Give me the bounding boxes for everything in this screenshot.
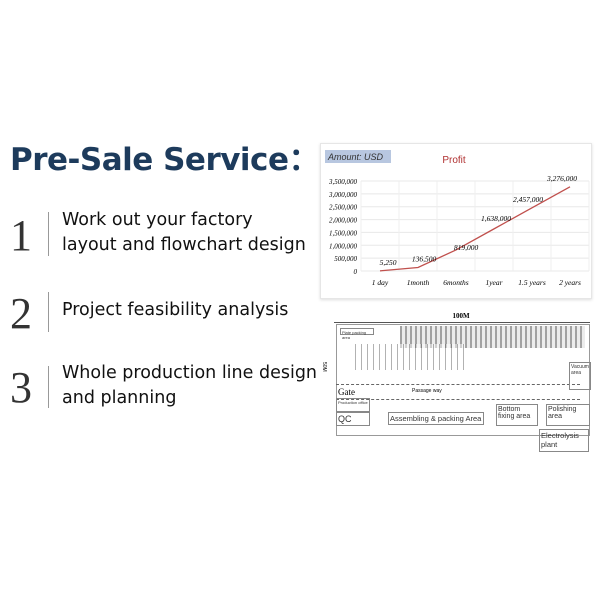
y-tick-label: 2,000,000 [329, 217, 358, 225]
factory-layout: 100M 50M Plate packing area Gate Passage… [321, 312, 592, 457]
divider [48, 212, 49, 256]
data-label: 5,250 [380, 258, 397, 267]
item-text: Whole production line design and planning [62, 361, 317, 411]
data-label: 819,000 [454, 243, 479, 252]
chart-svg: Amount: USD Profit 0 500,000 1,000,000 1,500,… [325, 150, 590, 287]
chart-title: Profit [442, 155, 466, 166]
divider [48, 366, 49, 408]
dimension-line [334, 322, 590, 323]
amount-badge: Amount: USD [327, 152, 384, 162]
data-label: 3,276,000 [546, 174, 577, 183]
y-tick-label: 1,000,000 [329, 242, 358, 250]
profit-line [379, 186, 571, 272]
item-number: 1 [10, 211, 32, 260]
item-number: 2 [10, 289, 32, 338]
gate-label: Gate [338, 387, 355, 397]
item-line: Whole production line design [62, 363, 318, 383]
polishing-area: Polishing area [546, 404, 590, 426]
data-label: 136,500 [412, 254, 437, 263]
item-line: Project feasibility analysis [62, 300, 289, 320]
badge-bg [325, 150, 391, 163]
production-office: Production office [336, 398, 370, 412]
x-tick-label: 1year [485, 278, 502, 287]
passage-line [336, 399, 580, 400]
qc-area: QC [336, 412, 370, 426]
item-line: and planning [62, 388, 177, 408]
item-line: Work out your factory [62, 210, 253, 230]
passage-label: Passage way [412, 388, 442, 394]
x-tick-label: 2 years [559, 278, 581, 287]
item-line: layout and flowchart design [62, 235, 306, 255]
bottom-fixing-area: Bottom fixing area [496, 404, 538, 426]
x-tick-label: 1month [407, 278, 430, 287]
passage-line [336, 384, 580, 385]
item-number: 3 [10, 363, 32, 412]
plan-outline [336, 324, 590, 436]
y-tick-label: 3,500,000 [328, 178, 358, 186]
y-tick-label: 0 [354, 268, 358, 276]
x-tick-label: 6months [443, 278, 469, 287]
y-tick-label: 1,500,000 [329, 229, 358, 237]
profit-chart: Amount: USD Profit 0 500,000 1,000,000 1,500,… [320, 143, 592, 299]
data-label: 2,457,000 [513, 195, 543, 204]
width-label: 100M [452, 312, 470, 320]
assembling-packing-area: Assembling & packing Area [388, 412, 484, 425]
x-tick-label: 1 day [372, 278, 389, 287]
y-tick-label: 3,000,000 [328, 191, 358, 199]
y-tick-label: 500,000 [334, 255, 357, 263]
electrolysis-plant: Electrolysis plant [539, 429, 589, 452]
item-text: Work out your factory layout and flowchar… [62, 208, 306, 258]
vacuum-area: Vacuum area [569, 362, 591, 390]
page-title: Pre-Sale Service： [10, 142, 319, 178]
equipment-line [355, 344, 465, 370]
plate-packing-area: Plate packing area [340, 328, 374, 340]
data-label: 1,638,000 [481, 214, 511, 223]
divider [48, 292, 49, 332]
x-tick-label: 1.5 years [518, 278, 546, 287]
height-label: 50M [321, 362, 327, 372]
y-tick-label: 2,500,000 [329, 204, 358, 212]
item-text: Project feasibility analysis [62, 298, 288, 323]
equipment-line [400, 326, 585, 348]
